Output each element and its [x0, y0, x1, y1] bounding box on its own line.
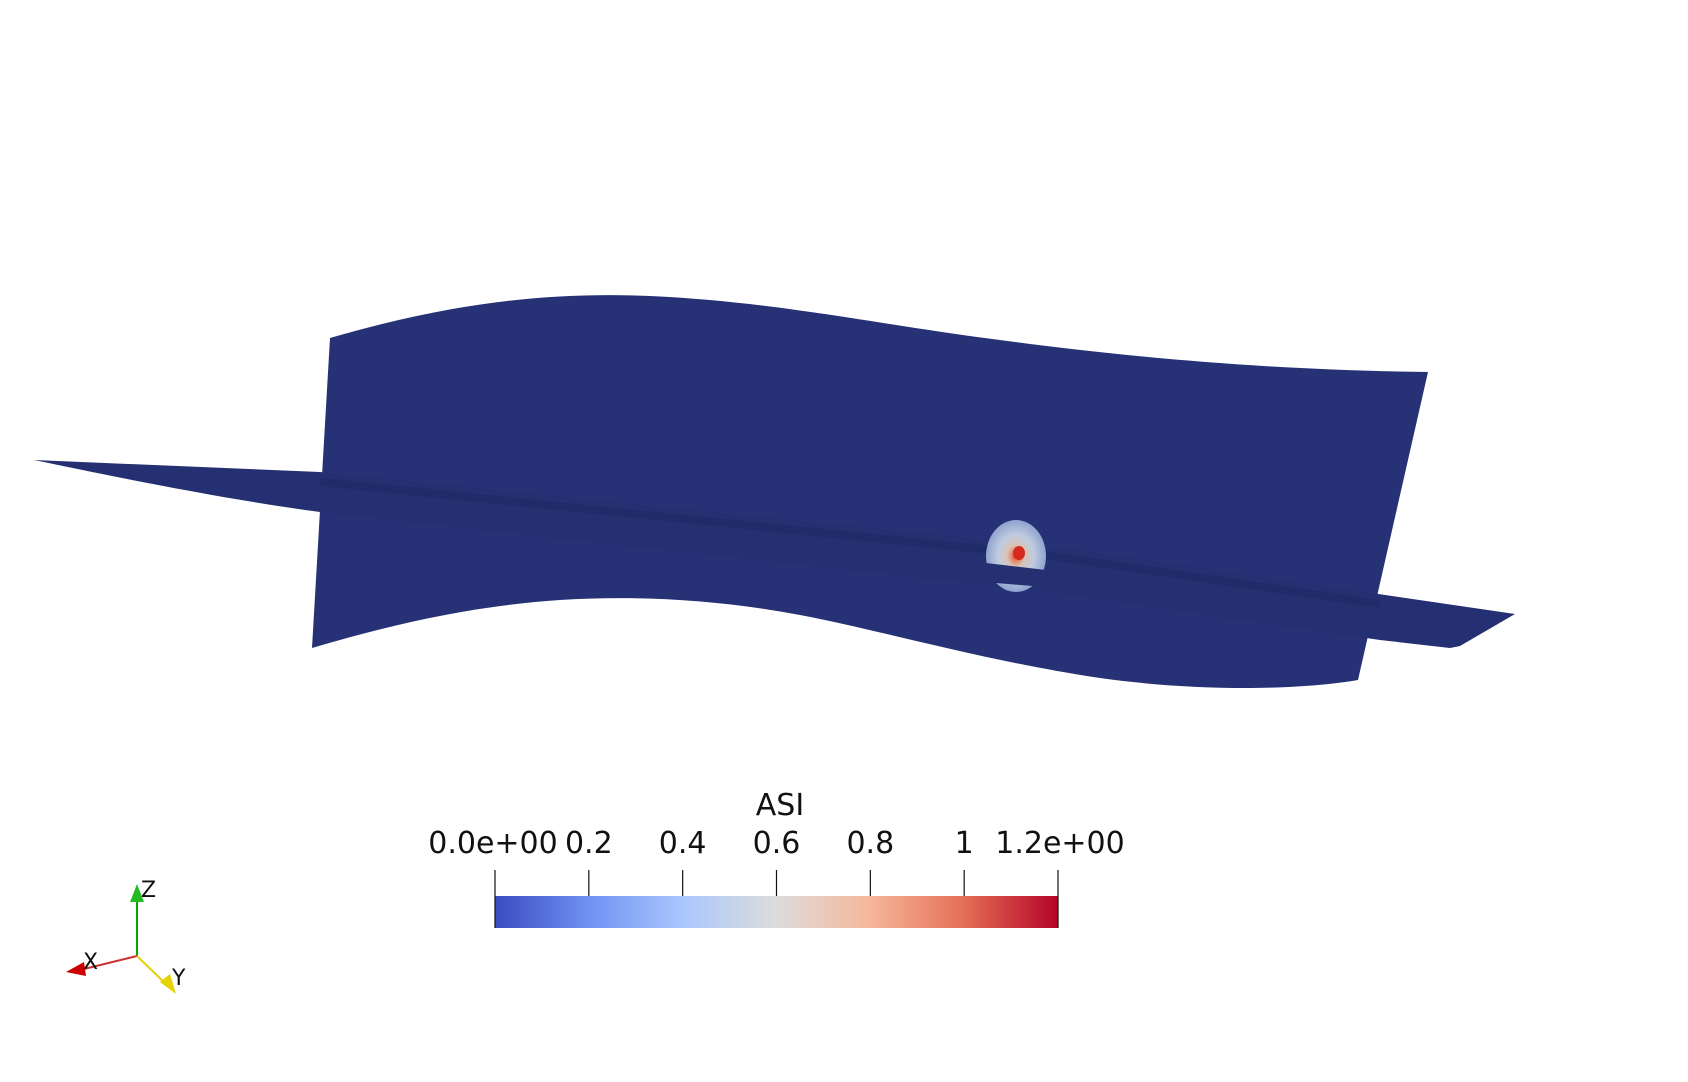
scalar-bar-tick-label: 0.6 [752, 826, 801, 861]
x-axis-arrow-icon [66, 962, 86, 976]
z-axis-arrow-icon [130, 884, 144, 902]
scalar-bar-tick-label: 1.2e+00 [995, 826, 1125, 861]
scalar-bar[interactable] [494, 870, 1059, 928]
scalar-bar-tick-label: 0.4 [658, 826, 707, 861]
scalar-bar-title: ASI [755, 788, 805, 823]
horizontal-surface-front [960, 560, 1080, 590]
horizontal-surface-overlap [320, 478, 1380, 608]
scalar-bar-gradient [495, 896, 1058, 928]
scalar-bar-tick-label: 0.2 [564, 826, 613, 861]
x-axis-line [79, 955, 138, 971]
asi-hotspot-core [1013, 546, 1025, 560]
z-axis-label: Z [141, 878, 157, 903]
scalar-bar-tick-label: 0.0e+00 [428, 826, 558, 861]
scalar-bar-tick-label: 1 [954, 826, 974, 861]
x-axis-label: X [83, 950, 99, 975]
orientation-axes[interactable] [66, 884, 176, 994]
horizontal-surface [34, 460, 1515, 648]
y-axis-line [136, 955, 167, 985]
scalar-bar-tick-label: 0.8 [846, 826, 895, 861]
y-axis-arrow-icon [160, 974, 176, 994]
y-axis-label: Y [172, 966, 186, 991]
